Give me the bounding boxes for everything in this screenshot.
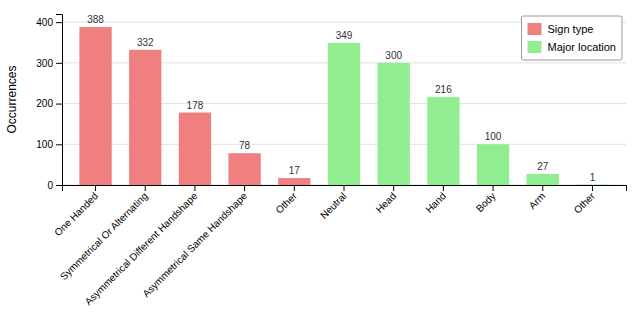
data-labels: 388 332 178 78 17 349 300 216 100 27 1	[87, 14, 595, 183]
tick: Symmetrical Or Alternating	[58, 185, 150, 282]
data-label: 216	[435, 84, 452, 95]
legend-item: Major location	[528, 41, 616, 53]
data-label: 178	[187, 100, 204, 111]
grid	[62, 22, 626, 185]
bar	[79, 27, 111, 185]
tick: One Handed	[52, 185, 100, 238]
tick-mark	[393, 185, 394, 191]
tick: 100	[36, 139, 62, 150]
tick-mark	[56, 22, 62, 23]
tick: Head	[374, 185, 399, 215]
legend: Sign type Major location	[522, 16, 622, 60]
tick-mark	[56, 185, 62, 186]
bar	[228, 153, 260, 185]
bar	[179, 113, 211, 185]
legend-swatch	[528, 23, 542, 35]
tick-mark	[56, 144, 62, 145]
data-label: 1	[590, 172, 596, 183]
data-label: 332	[137, 37, 154, 48]
legend-swatch	[528, 41, 542, 53]
tick-mark	[194, 185, 195, 191]
tick-label: 200	[36, 98, 53, 109]
tick-label: Other	[572, 190, 598, 216]
plot: 388 332 178 78 17 349 300 216 100 27 1 0 100 200 300 40…	[36, 14, 626, 307]
tick: 300	[36, 58, 62, 69]
data-label: 17	[289, 165, 301, 176]
bar	[328, 43, 360, 185]
bar	[477, 144, 509, 185]
tick-mark	[344, 185, 345, 191]
tick-label: 400	[36, 17, 53, 28]
bar	[378, 63, 410, 185]
axis-line	[56, 15, 63, 186]
tick: Asymmetrical Different Handshape	[83, 185, 200, 307]
bar	[129, 50, 161, 185]
tick-mark	[542, 185, 543, 191]
tick-label: Hand	[423, 190, 448, 215]
bar	[527, 174, 559, 185]
tick-mark	[493, 185, 494, 191]
tick: Hand	[423, 185, 448, 215]
data-label: 349	[336, 30, 353, 41]
tick-label: 300	[36, 58, 53, 69]
tick-label: Arm	[527, 190, 548, 211]
tick-mark	[95, 185, 96, 191]
bar	[576, 184, 608, 185]
data-label: 100	[485, 131, 502, 142]
tick-label: One Handed	[52, 190, 100, 238]
tick: Neutral	[318, 185, 349, 221]
tick-label: Head	[374, 190, 399, 215]
tick-label: 100	[36, 139, 53, 150]
legend-box	[522, 16, 622, 60]
axis-line	[63, 186, 627, 192]
data-label: 300	[385, 50, 402, 61]
tick: Asymmetrical Same Handshape	[140, 185, 249, 299]
tick-label: Body	[474, 190, 498, 214]
x-axis: One HandedSymmetrical Or AlternatingAsym…	[52, 185, 626, 307]
tick-mark	[294, 185, 295, 191]
tick-mark	[145, 185, 146, 191]
bar	[427, 97, 459, 185]
data-label: 27	[537, 161, 549, 172]
legend-label: Sign type	[548, 23, 594, 35]
tick-label: Other	[273, 190, 299, 216]
tick-label: 0	[47, 180, 53, 191]
tick-label: Asymmetrical Same Handshape	[140, 190, 249, 299]
tick-label: Neutral	[318, 190, 349, 221]
data-label: 388	[87, 14, 104, 25]
data-label: 78	[239, 140, 251, 151]
tick: Arm	[527, 185, 548, 211]
tick-label: Symmetrical Or Alternating	[58, 190, 150, 282]
tick-mark	[56, 104, 62, 105]
tick-mark	[244, 185, 245, 191]
tick: Other	[572, 185, 598, 216]
tick-mark	[56, 63, 62, 64]
y-axis: 0 100 200 300 400	[36, 15, 62, 191]
tick: 0	[47, 180, 62, 191]
tick-mark	[443, 185, 444, 191]
tick: 200	[36, 98, 62, 109]
bar	[278, 178, 310, 185]
tick: 400	[36, 17, 62, 28]
y-axis-title: Occurrences	[5, 65, 19, 133]
chart: 388 332 178 78 17 349 300 216 100 27 1 0 100 200 300 40…	[0, 0, 640, 325]
tick: Body	[474, 185, 498, 214]
bars	[79, 27, 608, 185]
tick-mark	[592, 185, 593, 191]
legend-label: Major location	[548, 41, 616, 53]
legend-item: Sign type	[528, 23, 594, 35]
tick: Other	[273, 185, 299, 216]
